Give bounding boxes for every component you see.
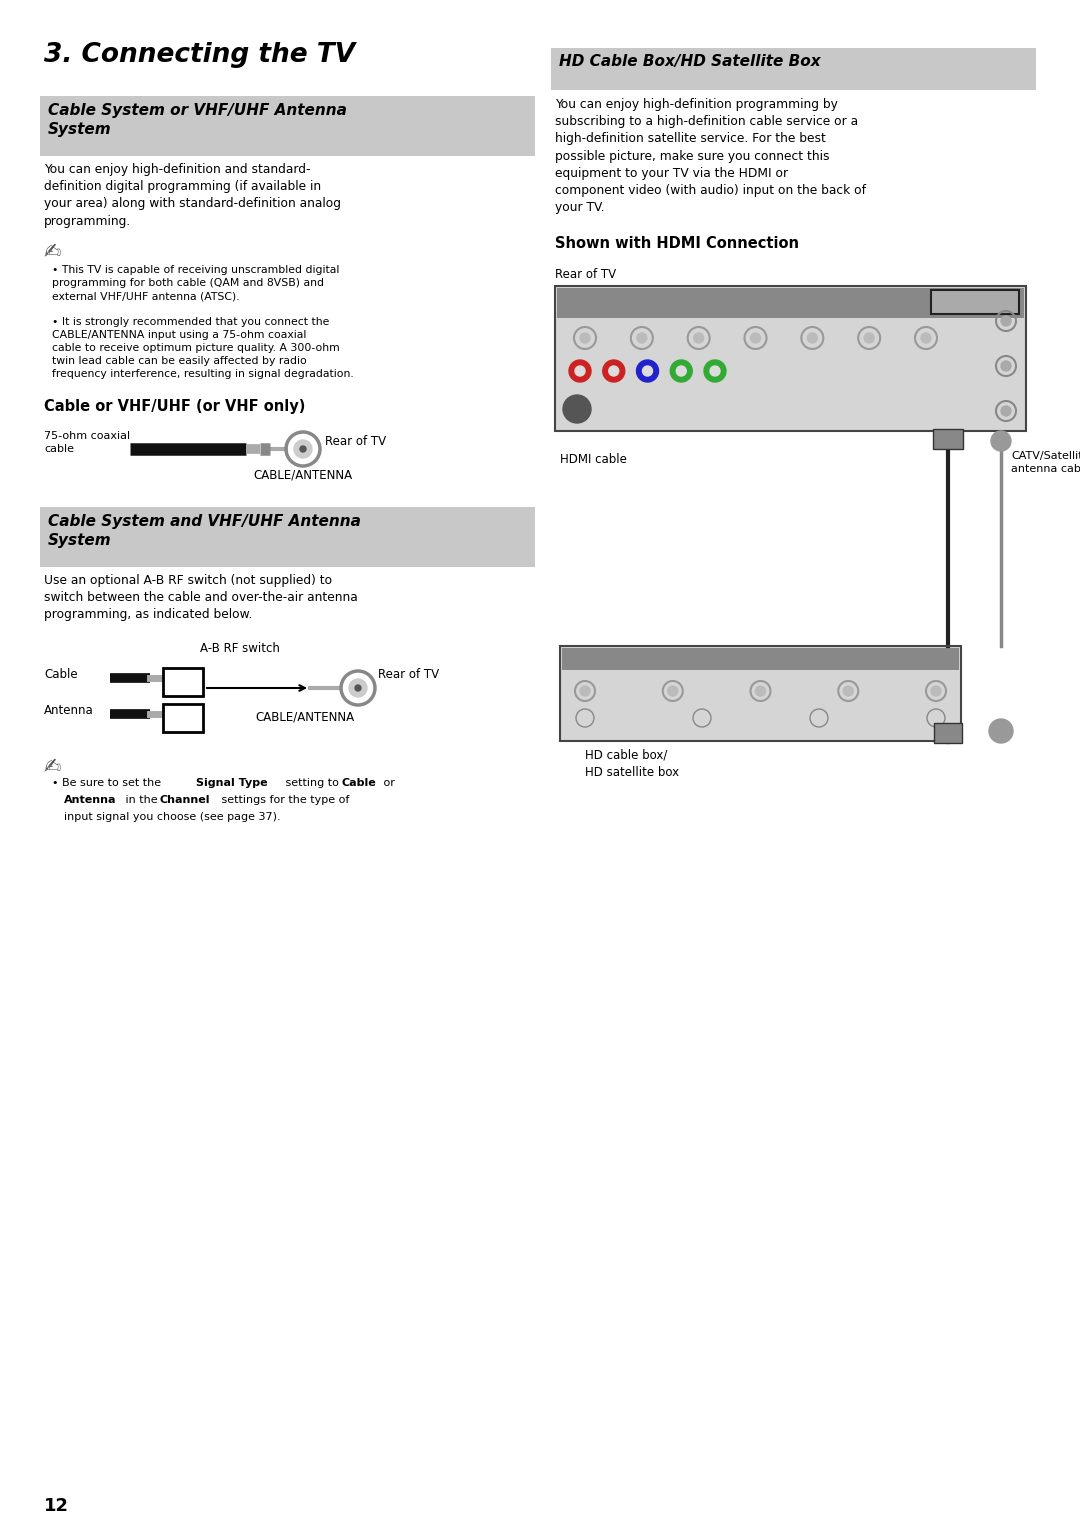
Circle shape	[843, 686, 853, 695]
Circle shape	[643, 365, 652, 376]
Text: CABLE/ANTENNA: CABLE/ANTENNA	[255, 711, 354, 723]
Text: Signal Type: Signal Type	[195, 778, 268, 787]
Circle shape	[756, 686, 766, 695]
Circle shape	[580, 333, 590, 342]
Circle shape	[676, 365, 686, 376]
Circle shape	[921, 333, 931, 342]
Circle shape	[300, 447, 306, 451]
Circle shape	[575, 365, 585, 376]
Text: 75-ohm coaxial
cable: 75-ohm coaxial cable	[44, 431, 130, 454]
Circle shape	[1001, 405, 1011, 416]
Text: A: A	[177, 674, 189, 689]
Text: settings for the type of: settings for the type of	[218, 795, 349, 804]
Text: input signal you choose (see page 37).: input signal you choose (see page 37).	[64, 812, 281, 823]
Text: Cable or VHF/UHF (or VHF only): Cable or VHF/UHF (or VHF only)	[44, 399, 306, 414]
Text: Rear of TV: Rear of TV	[325, 434, 387, 448]
Text: Cable: Cable	[342, 778, 377, 787]
Text: ✍: ✍	[44, 757, 62, 777]
Text: or: or	[380, 778, 395, 787]
Text: Cable: Cable	[44, 668, 78, 682]
Circle shape	[864, 333, 874, 342]
Text: 12: 12	[44, 1497, 69, 1515]
Text: Channel: Channel	[160, 795, 211, 804]
Circle shape	[563, 394, 591, 424]
Bar	[561, 646, 961, 741]
Bar	[555, 286, 1026, 431]
Circle shape	[294, 441, 312, 457]
Bar	[40, 97, 535, 157]
Circle shape	[710, 365, 720, 376]
Bar	[931, 290, 1020, 315]
Text: Rear of TV: Rear of TV	[378, 668, 440, 682]
Circle shape	[671, 361, 692, 382]
Circle shape	[1001, 361, 1011, 371]
Text: • Be sure to set the: • Be sure to set the	[52, 778, 164, 787]
Text: CATV/Satellite
antenna cable: CATV/Satellite antenna cable	[1011, 451, 1080, 474]
Circle shape	[704, 361, 726, 382]
Text: Antenna: Antenna	[64, 795, 117, 804]
Text: Use an optional A-B RF switch (not supplied) to
switch between the cable and ove: Use an optional A-B RF switch (not suppl…	[44, 574, 357, 622]
Circle shape	[580, 686, 590, 695]
Bar	[934, 723, 962, 743]
Text: You can enjoy high-definition and standard-
definition digital programming (if a: You can enjoy high-definition and standa…	[44, 163, 341, 227]
Bar	[163, 705, 203, 732]
Circle shape	[355, 685, 361, 691]
Circle shape	[609, 365, 619, 376]
Circle shape	[569, 361, 591, 382]
Bar	[551, 48, 1036, 91]
Text: Shown with HDMI Connection: Shown with HDMI Connection	[555, 236, 799, 252]
Circle shape	[751, 333, 760, 342]
Text: • It is strongly recommended that you connect the
CABLE/ANTENNA input using a 75: • It is strongly recommended that you co…	[52, 318, 354, 379]
Text: • This TV is capable of receiving unscrambled digital
programming for both cable: • This TV is capable of receiving unscra…	[52, 266, 339, 301]
Text: Cable System and VHF/UHF Antenna
System: Cable System and VHF/UHF Antenna System	[48, 514, 361, 548]
Text: HD cable box/
HD satellite box: HD cable box/ HD satellite box	[585, 749, 679, 778]
Circle shape	[603, 361, 624, 382]
Text: B: B	[177, 711, 189, 726]
Text: ✍: ✍	[44, 241, 62, 261]
Text: Rear of TV: Rear of TV	[555, 269, 616, 281]
Bar	[561, 646, 961, 741]
Text: HDMI cable: HDMI cable	[561, 453, 626, 467]
Bar	[562, 648, 959, 669]
Text: HD Cable Box/HD Satellite Box: HD Cable Box/HD Satellite Box	[559, 54, 821, 69]
Text: Antenna: Antenna	[44, 705, 94, 717]
Text: HDMI IN: HDMI IN	[956, 298, 994, 307]
Circle shape	[991, 431, 1011, 451]
Circle shape	[808, 333, 818, 342]
Text: setting to: setting to	[282, 778, 342, 787]
Circle shape	[693, 333, 704, 342]
Bar	[40, 507, 535, 566]
Bar	[555, 286, 1026, 431]
Text: Cable System or VHF/UHF Antenna
System: Cable System or VHF/UHF Antenna System	[48, 103, 347, 137]
Text: 3. Connecting the TV: 3. Connecting the TV	[44, 41, 355, 68]
Text: CABLE/ANTENNA: CABLE/ANTENNA	[253, 470, 352, 482]
Circle shape	[667, 686, 678, 695]
Bar	[557, 289, 1024, 318]
Circle shape	[349, 678, 367, 697]
Text: A-B RF switch: A-B RF switch	[200, 642, 280, 655]
Text: in the: in the	[122, 795, 161, 804]
Circle shape	[636, 361, 659, 382]
Circle shape	[989, 718, 1013, 743]
Circle shape	[1001, 316, 1011, 325]
Text: You can enjoy high-definition programming by
subscribing to a high-definition ca: You can enjoy high-definition programmin…	[555, 98, 866, 215]
Circle shape	[637, 333, 647, 342]
Bar	[163, 668, 203, 695]
Bar	[933, 428, 963, 450]
Circle shape	[931, 686, 941, 695]
